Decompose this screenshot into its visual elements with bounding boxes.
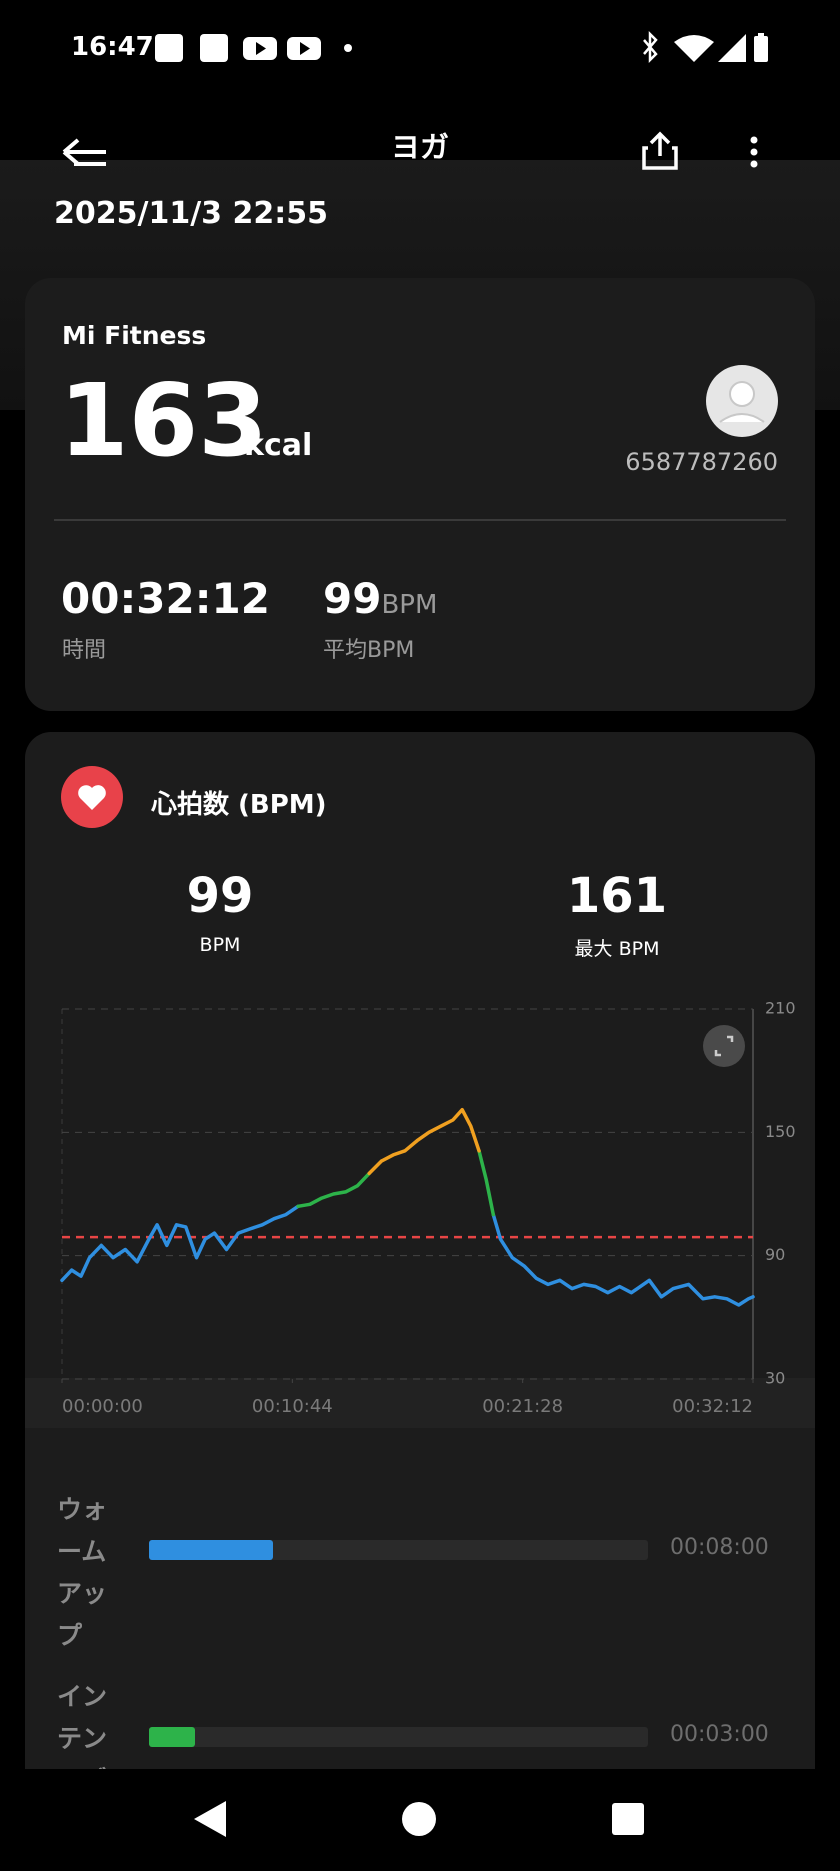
- zone-name: インテンシブ: [57, 1682, 108, 1769]
- y-tick-label: 30: [765, 1369, 785, 1388]
- status-time: 16:47: [71, 32, 154, 62]
- axis-band: [25, 1378, 815, 1428]
- avg-hr-unit: BPM: [381, 590, 438, 620]
- heart-rate-line: [296, 1149, 496, 1217]
- duration-label: 時間: [62, 638, 107, 663]
- zone-bar: [149, 1727, 196, 1747]
- y-tick-label: 150: [765, 1122, 796, 1141]
- zone-name: ウォームアップ: [57, 1495, 108, 1650]
- hr-avg: 99: [186, 868, 254, 924]
- nav-recents[interactable]: [612, 1803, 644, 1835]
- hr-max: 161: [566, 868, 668, 924]
- avg-hr: 99: [323, 574, 382, 623]
- zone-duration: 00:03:00: [670, 1722, 769, 1747]
- expand-icon: [714, 1035, 734, 1057]
- hr-max-label: 最大 BPM: [574, 938, 660, 960]
- expand-button[interactable]: [703, 1025, 745, 1067]
- heart-rate-line: [60, 1204, 755, 1307]
- more-button[interactable]: [744, 134, 764, 174]
- duration: 00:32:12: [61, 574, 270, 623]
- page-title: ヨガ: [390, 130, 449, 164]
- divider: [54, 519, 786, 521]
- x-tick-label: 00:21:28: [482, 1396, 563, 1417]
- share-button[interactable]: [640, 130, 680, 172]
- back-button[interactable]: [60, 134, 112, 170]
- x-tick-label: 00:32:12: [672, 1396, 753, 1417]
- heart-rate-title: 心拍数 (BPM): [151, 790, 327, 820]
- x-tick-label: 00:00:00: [62, 1396, 143, 1417]
- nav-bar: [0, 1769, 840, 1867]
- user-id: 6587787260: [625, 448, 778, 476]
- nav-back[interactable]: [194, 1801, 226, 1837]
- status-icons: [155, 34, 352, 62]
- hr-avg-unit: BPM: [199, 934, 241, 956]
- system-icons: [643, 30, 768, 64]
- calories-unit: kcal: [244, 428, 313, 463]
- y-tick-label: 90: [765, 1245, 785, 1264]
- nav-home[interactable]: [402, 1802, 436, 1836]
- summary-card: Mi Fitness 163 kcal 6587787260 00:32:12 …: [25, 278, 815, 711]
- nav-buttons: [194, 1801, 644, 1837]
- zone-duration: 00:08:00: [670, 1535, 769, 1560]
- heart-rate-line: [367, 1107, 481, 1176]
- zone-track: [149, 1540, 648, 1560]
- calories: 163: [59, 362, 268, 479]
- source: Mi Fitness: [62, 321, 207, 350]
- avg-hr-label: 平均BPM: [323, 638, 415, 663]
- y-tick-label: 210: [765, 999, 796, 1018]
- heart-icon: [61, 766, 123, 828]
- zone-track: [149, 1727, 648, 1747]
- x-tick-label: 00:10:44: [252, 1396, 333, 1417]
- avg-hr-row: 99BPM: [323, 574, 437, 623]
- workout-date: 2025/11/3 22:55: [54, 196, 328, 231]
- avatar: [706, 365, 778, 437]
- heart-rate-card: 心拍数 (BPM) 99 BPM 161 最大 BPM ウォームアップ 00:08…: [25, 732, 815, 1769]
- zone-bar: [149, 1540, 273, 1560]
